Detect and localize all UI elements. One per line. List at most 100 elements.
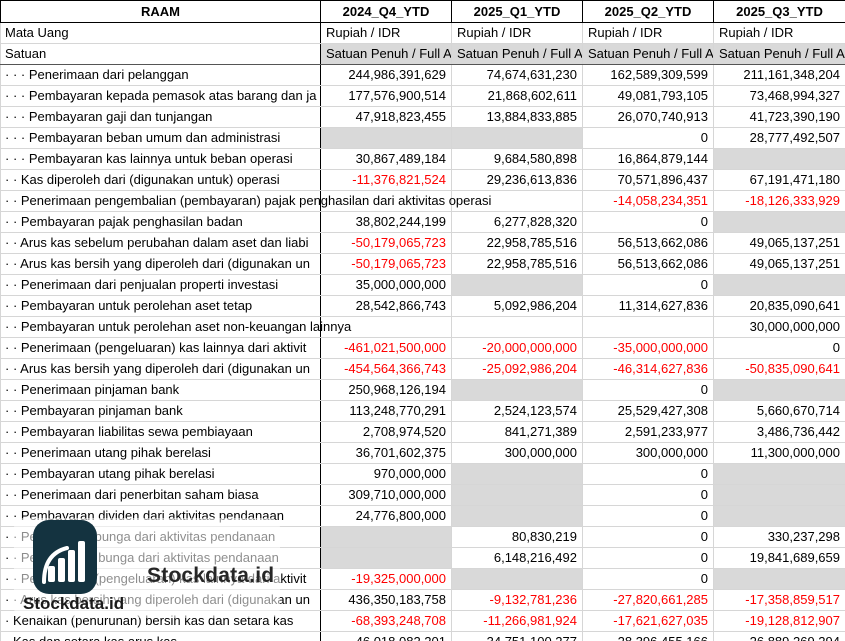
row-label[interactable]: · · Arus kas bersih yang diperoleh dari … bbox=[0, 253, 321, 275]
cell-value[interactable]: -19,325,000,000 bbox=[320, 568, 452, 590]
cell-value[interactable]: 6,148,216,492 bbox=[451, 547, 583, 569]
cell-value[interactable] bbox=[451, 505, 583, 527]
cell-value[interactable]: -9,132,781,236 bbox=[451, 589, 583, 611]
cell-value[interactable]: 34,751,100,277 bbox=[451, 631, 583, 641]
period-header[interactable]: 2025_Q2_YTD bbox=[582, 0, 714, 23]
cell-value[interactable] bbox=[320, 127, 452, 149]
cell-value[interactable]: 0 bbox=[582, 127, 714, 149]
row-label[interactable]: · · Pembayaran untuk perolehan aset non-… bbox=[0, 316, 351, 338]
cell-value[interactable]: -50,835,090,641 bbox=[713, 358, 845, 380]
cell-value[interactable]: 300,000,000 bbox=[582, 442, 714, 464]
cell-value[interactable] bbox=[451, 127, 583, 149]
cell-value[interactable] bbox=[451, 379, 583, 401]
currency-value[interactable]: Rupiah / IDR bbox=[713, 22, 845, 44]
currency-value[interactable]: Rupiah / IDR bbox=[320, 22, 452, 44]
cell-value[interactable]: -461,021,500,000 bbox=[320, 337, 452, 359]
cell-value[interactable]: 56,513,662,086 bbox=[582, 232, 714, 254]
row-label[interactable]: · · Penerimaan pengembalian (pembayaran)… bbox=[0, 190, 491, 212]
cell-value[interactable]: 29,236,613,836 bbox=[451, 169, 583, 191]
cell-value[interactable] bbox=[451, 190, 583, 212]
row-label[interactable]: · · Pembayaran pinjaman bank bbox=[0, 400, 321, 422]
cell-value[interactable]: -50,179,065,723 bbox=[320, 253, 452, 275]
currency-value[interactable]: Rupiah / IDR bbox=[582, 22, 714, 44]
row-label[interactable]: · · Pembayaran liabilitas sewa pembiayaa… bbox=[0, 421, 321, 443]
cell-value[interactable]: -25,092,986,204 bbox=[451, 358, 583, 380]
currency-value[interactable]: Rupiah / IDR bbox=[451, 22, 583, 44]
cell-value[interactable]: -454,564,366,743 bbox=[320, 358, 452, 380]
row-label[interactable]: · · · Pembayaran beban umum dan administ… bbox=[0, 127, 321, 149]
cell-value[interactable]: 73,468,994,327 bbox=[713, 85, 845, 107]
period-header[interactable]: 2025_Q3_YTD bbox=[713, 0, 845, 23]
cell-value[interactable]: 244,986,391,629 bbox=[320, 64, 452, 86]
unit-value[interactable]: Satuan Penuh / Full A bbox=[582, 43, 714, 65]
cell-value[interactable]: 0 bbox=[582, 505, 714, 527]
cell-value[interactable]: 330,237,298 bbox=[713, 526, 845, 548]
cell-value[interactable]: 24,776,800,000 bbox=[320, 505, 452, 527]
cell-value[interactable]: 30,867,489,184 bbox=[320, 148, 452, 170]
row-label[interactable]: · · Pembayaran untuk perolehan aset teta… bbox=[0, 295, 321, 317]
cell-value[interactable]: 970,000,000 bbox=[320, 463, 452, 485]
cell-value[interactable]: 0 bbox=[713, 337, 845, 359]
cell-value[interactable]: -18,126,333,929 bbox=[713, 190, 845, 212]
cell-value[interactable]: 5,092,986,204 bbox=[451, 295, 583, 317]
cell-value[interactable]: 436,350,183,758 bbox=[320, 589, 452, 611]
cell-value[interactable]: 20,835,090,641 bbox=[713, 295, 845, 317]
cell-value[interactable]: 300,000,000 bbox=[451, 442, 583, 464]
row-label[interactable]: · Kas dan setara kas arus kas bbox=[0, 631, 321, 641]
cell-value[interactable]: 41,723,390,190 bbox=[713, 106, 845, 128]
row-label[interactable]: · · Penerimaan pinjaman bank bbox=[0, 379, 321, 401]
cell-value[interactable]: 30,000,000,000 bbox=[713, 316, 845, 338]
cell-value[interactable]: 0 bbox=[582, 463, 714, 485]
cell-value[interactable]: 46,018,082,201 bbox=[320, 631, 452, 641]
cell-value[interactable]: 309,710,000,000 bbox=[320, 484, 452, 506]
cell-value[interactable] bbox=[451, 568, 583, 590]
cell-value[interactable]: 56,513,662,086 bbox=[582, 253, 714, 275]
row-label[interactable]: · · Penerimaan utang pihak berelasi bbox=[0, 442, 321, 464]
row-label[interactable]: · · Penerimaan (pengeluaran) kas lainnya… bbox=[0, 337, 321, 359]
cell-value[interactable]: 28,396,455,166 bbox=[582, 631, 714, 641]
cell-value[interactable]: 70,571,896,437 bbox=[582, 169, 714, 191]
cell-value[interactable]: 162,589,309,599 bbox=[582, 64, 714, 86]
cell-value[interactable] bbox=[713, 274, 845, 296]
row-label[interactable]: · · · Penerimaan dari pelanggan bbox=[0, 64, 321, 86]
row-label[interactable]: · · Pembayaran utang pihak berelasi bbox=[0, 463, 321, 485]
cell-value[interactable]: 2,591,233,977 bbox=[582, 421, 714, 443]
cell-value[interactable]: 2,708,974,520 bbox=[320, 421, 452, 443]
cell-value[interactable]: 67,191,471,180 bbox=[713, 169, 845, 191]
cell-value[interactable]: 26,070,740,913 bbox=[582, 106, 714, 128]
cell-value[interactable]: -20,000,000,000 bbox=[451, 337, 583, 359]
cell-value[interactable]: 0 bbox=[582, 568, 714, 590]
cell-value[interactable] bbox=[320, 526, 452, 548]
cell-value[interactable]: 0 bbox=[582, 484, 714, 506]
cell-value[interactable]: -46,314,627,836 bbox=[582, 358, 714, 380]
row-label[interactable]: · · · Pembayaran kepada pemasok atas bar… bbox=[0, 85, 321, 107]
cell-value[interactable]: 47,918,823,455 bbox=[320, 106, 452, 128]
cell-value[interactable]: -35,000,000,000 bbox=[582, 337, 714, 359]
cell-value[interactable]: 0 bbox=[582, 211, 714, 233]
unit-value[interactable]: Satuan Penuh / Full A bbox=[320, 43, 452, 65]
cell-value[interactable]: 0 bbox=[582, 274, 714, 296]
cell-value[interactable]: 0 bbox=[582, 379, 714, 401]
row-label[interactable]: · · Penerimaan dari penerbitan saham bia… bbox=[0, 484, 321, 506]
cell-value[interactable]: 0 bbox=[582, 526, 714, 548]
cell-value[interactable] bbox=[713, 568, 845, 590]
cell-value[interactable]: 26,889,269,294 bbox=[713, 631, 845, 641]
cell-value[interactable]: 2,524,123,574 bbox=[451, 400, 583, 422]
cell-value[interactable]: 80,830,219 bbox=[451, 526, 583, 548]
unit-value[interactable]: Satuan Penuh / Full A bbox=[451, 43, 583, 65]
cell-value[interactable]: -27,820,661,285 bbox=[582, 589, 714, 611]
cell-value[interactable]: 25,529,427,308 bbox=[582, 400, 714, 422]
cell-value[interactable]: 19,841,689,659 bbox=[713, 547, 845, 569]
row-label[interactable]: · · Penerimaan dari penjualan properti i… bbox=[0, 274, 321, 296]
cell-value[interactable] bbox=[451, 316, 583, 338]
cell-value[interactable]: 11,314,627,836 bbox=[582, 295, 714, 317]
cell-value[interactable]: 841,271,389 bbox=[451, 421, 583, 443]
row-label[interactable]: · · Arus kas bersih yang diperoleh dari … bbox=[0, 358, 321, 380]
cell-value[interactable]: 49,065,137,251 bbox=[713, 232, 845, 254]
currency-label[interactable]: Mata Uang bbox=[0, 22, 321, 44]
period-header[interactable]: 2025_Q1_YTD bbox=[451, 0, 583, 23]
cell-value[interactable]: 113,248,770,291 bbox=[320, 400, 452, 422]
cell-value[interactable]: 3,486,736,442 bbox=[713, 421, 845, 443]
cell-value[interactable]: 21,868,602,611 bbox=[451, 85, 583, 107]
row-label[interactable]: · · Kas diperoleh dari (digunakan untuk)… bbox=[0, 169, 321, 191]
